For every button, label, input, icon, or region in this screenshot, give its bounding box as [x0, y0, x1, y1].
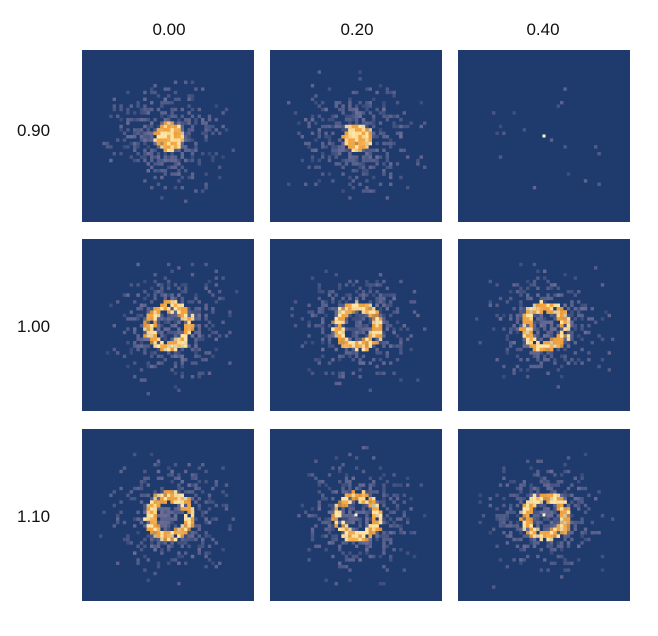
- heatmap-panel-1.00-0.40: [458, 239, 630, 411]
- heatmap-panel-1.10-0.00: [82, 429, 254, 601]
- heatmap-svg: [82, 50, 254, 222]
- column-label-0: 0.00: [152, 20, 186, 39]
- heatmap-panel-0.90-0.00: [82, 50, 254, 222]
- heatmap-svg: [458, 239, 630, 411]
- heatmap-panel-0.90-0.40: [458, 50, 630, 222]
- heatmap-panel-1.00-0.20: [270, 239, 442, 411]
- heatmap-svg: [270, 429, 442, 601]
- heatmap-svg: [458, 50, 630, 222]
- row-label-0: 0.90: [17, 121, 51, 140]
- heatmap-svg: [82, 239, 254, 411]
- center-dot: [542, 513, 546, 517]
- row-label-2: 1.10: [17, 507, 51, 526]
- column-label-2: 0.40: [526, 20, 560, 39]
- heatmap-svg: [270, 239, 442, 411]
- heatmap-panel-0.90-0.20: [270, 50, 442, 222]
- heatmap-svg: [458, 429, 630, 601]
- row-label-1: 1.00: [17, 317, 51, 336]
- heatmap-panel-1.10-0.20: [270, 429, 442, 601]
- column-label-1: 0.20: [340, 20, 374, 39]
- center-dot: [354, 513, 358, 517]
- heatmap-panel-1.10-0.40: [458, 429, 630, 601]
- heatmap-svg: [270, 50, 442, 222]
- heatmap-panel-1.00-0.00: [82, 239, 254, 411]
- center-dot: [542, 134, 546, 138]
- heatmap-svg: [82, 429, 254, 601]
